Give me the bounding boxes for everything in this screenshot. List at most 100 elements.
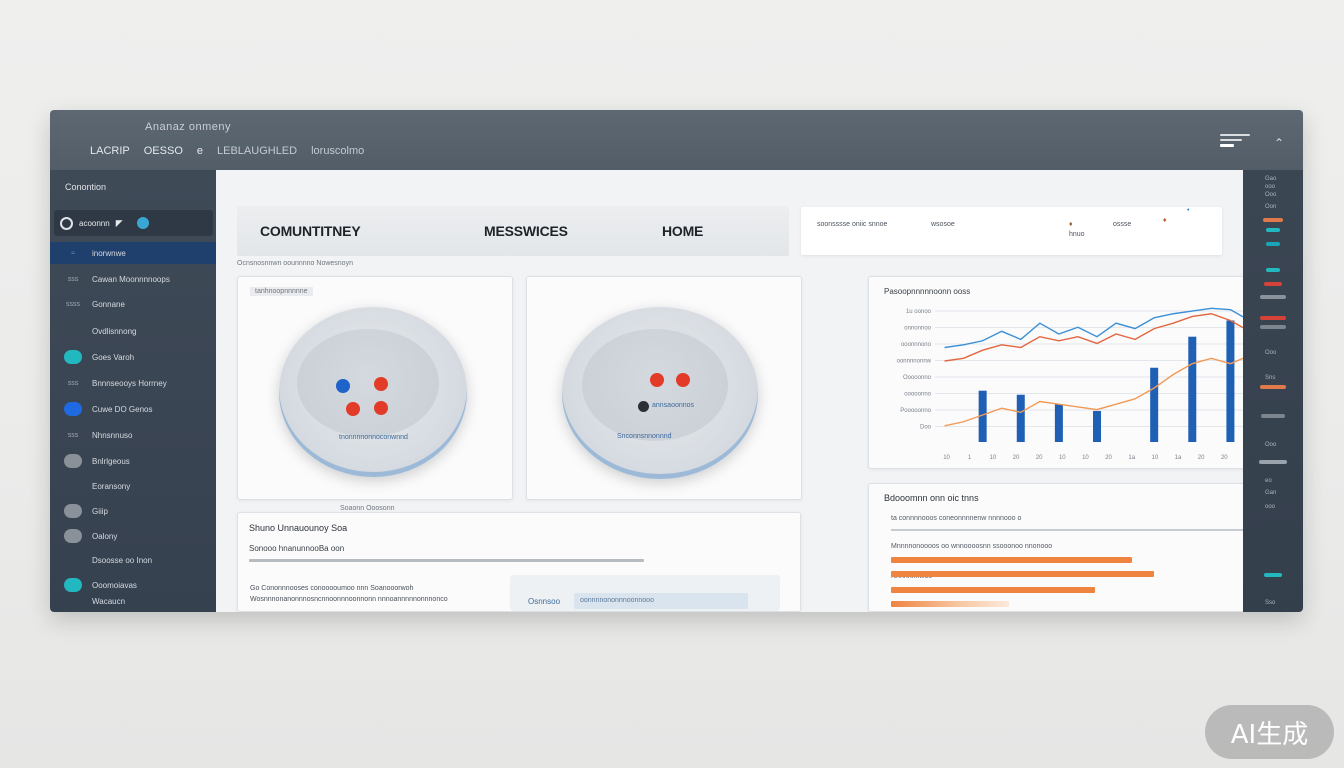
- sidebar-item-12[interactable]: Dsoosse oo Inon: [50, 549, 216, 571]
- sidebar-item-label: Goes Varoh: [92, 352, 135, 362]
- disc2-label: Snconnsnnonnnd: [617, 433, 672, 440]
- rail-mark-8[interactable]: [1260, 325, 1286, 329]
- sidebar-item-label: Bnnnseooys Horrney: [92, 378, 167, 388]
- tab-community[interactable]: COMUNTITNEY: [260, 223, 361, 239]
- rail-mark-9[interactable]: [1260, 385, 1286, 389]
- nav-item-5[interactable]: loruscolmo: [311, 145, 365, 157]
- x-tick-label: 1a: [1175, 455, 1182, 461]
- nav-item-4[interactable]: LEBLAUGHLED: [217, 145, 298, 157]
- combo-chart: 1u oonoo onnonnoo ooonnnono oonnnnonnw Ooooo…: [897, 307, 1259, 461]
- rail-mark-5[interactable]: [1264, 282, 1282, 286]
- x-tick-label: 10: [990, 455, 997, 461]
- rail-mark-11[interactable]: [1259, 460, 1287, 464]
- sidebar-item-active[interactable]: ≈ inorwnwe: [50, 242, 216, 264]
- sidebar-item-4[interactable]: Goes Varoh: [50, 346, 216, 368]
- sidebar-search[interactable]: acoonnn ◤: [54, 210, 213, 236]
- sidebar-item-label: Ovdlisnnong: [92, 326, 137, 336]
- series-line: [944, 307, 1250, 349]
- info-marker-icon: ♦: [1069, 221, 1073, 228]
- hbar-1: [891, 557, 1132, 563]
- sidebar-item-5[interactable]: sss Bnnnseooys Horrney: [50, 372, 216, 394]
- sidebar-item-label: Eoransony: [92, 481, 131, 491]
- tab-bar: COMUNTITNEY MESSWICES HOME: [237, 206, 789, 256]
- sidebar-item-10[interactable]: Giiip: [50, 500, 216, 522]
- sidebar-item-label: Nhnsnnuso: [92, 430, 133, 440]
- sidebar-item-13[interactable]: Ooomoiavas: [50, 574, 216, 596]
- red-dot-icon: [374, 377, 388, 391]
- nav-item-3[interactable]: e: [196, 145, 203, 157]
- y-tick-label: 1u oonoo: [906, 309, 932, 315]
- hbar-4: [891, 601, 1009, 607]
- x-tick-label: 20: [1013, 455, 1020, 461]
- x-tick-label: 10: [1152, 455, 1159, 461]
- sidebar-item-2[interactable]: ssss Gonnane: [50, 293, 216, 315]
- sidebar-item-9[interactable]: Eoransony: [50, 475, 216, 497]
- rail-mark-12[interactable]: [1264, 573, 1282, 577]
- main-content: COMUNTITNEY MESSWICES HOME soonsssse oni…: [216, 170, 1273, 612]
- info-left-text: soonsssse oniic snnoe: [817, 221, 888, 228]
- blue-dot-icon: [336, 379, 350, 393]
- toggle-icon[interactable]: [136, 217, 149, 229]
- hamburger-icon[interactable]: [1220, 134, 1250, 150]
- nav-item-2[interactable]: OESSO: [143, 145, 183, 157]
- sidebar-title: Conontion: [65, 182, 107, 192]
- sidebar-item-3[interactable]: Ovdlisnnong: [50, 320, 216, 342]
- bar: [1093, 410, 1101, 442]
- rail-mark-4[interactable]: [1266, 268, 1280, 272]
- sidebar-item-11[interactable]: Oalony: [50, 525, 216, 547]
- tab-messages[interactable]: MESSWICES: [484, 223, 568, 239]
- y-tick-label: Doo: [920, 425, 932, 431]
- rail-mark-7[interactable]: [1260, 316, 1286, 320]
- tab-home[interactable]: HOME: [662, 223, 704, 239]
- nav-item-1[interactable]: LACRIP: [90, 145, 130, 157]
- chevron-up-icon[interactable]: ⌃: [1274, 136, 1285, 150]
- sidebar-item-8[interactable]: Bnlrlgeous: [50, 450, 216, 472]
- red-dot-icon: [346, 402, 360, 416]
- sidebar-item-1[interactable]: sss Cawan Moonnnnoops: [50, 268, 216, 290]
- sidebar-item-7[interactable]: sss Nhnsnnuso: [50, 424, 216, 446]
- rail-mark-6[interactable]: [1260, 295, 1286, 299]
- x-tick-label: 20: [1036, 455, 1043, 461]
- y-tick-label: Pooooonno: [900, 408, 931, 414]
- x-tick-label: 10: [1059, 455, 1066, 461]
- rail-mark-2[interactable]: [1266, 228, 1280, 232]
- bar: [1226, 320, 1235, 442]
- status-dot-icon: [64, 454, 82, 468]
- info-dot-icon: •: [1187, 207, 1190, 214]
- rail-mark-1[interactable]: [1263, 218, 1283, 222]
- hbar-row-label: ta connnnooos coneonnnnenw nnnnooo o: [891, 515, 1022, 522]
- lower-sub: Sonooo hnanunnooBa oon: [249, 544, 345, 553]
- sidebar-item-14[interactable]: Wacaucn: [50, 590, 216, 612]
- sidebar-item-6[interactable]: Cuwe DO Genos: [50, 398, 216, 420]
- item-icon: ssss: [66, 300, 80, 308]
- rail-label: Ooo: [1265, 442, 1277, 448]
- rail-label: Sns: [1265, 375, 1276, 381]
- bar: [978, 390, 987, 442]
- disc2-sublabel: annsaoonnos: [652, 402, 695, 409]
- disc-card-1[interactable]: tanhnoopnnnnne tnonnnnonnoconwnnd: [237, 276, 513, 500]
- x-tick-label: 20: [1105, 455, 1112, 461]
- hbar-3: [891, 587, 1095, 593]
- chart-card: Pasoopnnnnnoonn ooss 1u oonoo onnonnoo ooo…: [868, 276, 1273, 469]
- sidebar-item-label: Gonnane: [92, 299, 125, 309]
- top-nav: LACRIP OESSO e LEBLAUGHLED loruscolmo: [90, 145, 364, 157]
- disc-card-2[interactable]: annsaoonnos Snconnsnnonnnd: [526, 276, 802, 500]
- dark-dot-icon: [638, 401, 649, 412]
- lower-pill[interactable]: Osnnsoo: [528, 597, 561, 606]
- right-rail: Gao ooo Ooo Oon Ooo Sns Ooo eo Gan ooo Sso: [1243, 170, 1303, 612]
- status-dot-icon: [64, 402, 82, 416]
- lower-text-line: [249, 559, 644, 562]
- x-tick-label: 10: [943, 455, 950, 461]
- top-header: Ananaz onmeny LACRIP OESSO e LEBLAUGHLED…: [50, 110, 1303, 170]
- rail-mark-10[interactable]: [1261, 414, 1285, 418]
- y-tick-label: onnonnoo: [904, 326, 931, 332]
- series-line: [944, 354, 1250, 427]
- sidebar-item-label: Bnlrlgeous: [92, 456, 130, 466]
- bar: [1016, 394, 1025, 442]
- status-dot-icon: [64, 350, 82, 364]
- search-icon: [60, 216, 73, 230]
- item-icon: sss: [67, 431, 79, 439]
- x-tick-label: 1: [968, 455, 972, 461]
- sidebar-item-label: Giiip: [92, 506, 109, 516]
- rail-mark-3[interactable]: [1266, 242, 1280, 246]
